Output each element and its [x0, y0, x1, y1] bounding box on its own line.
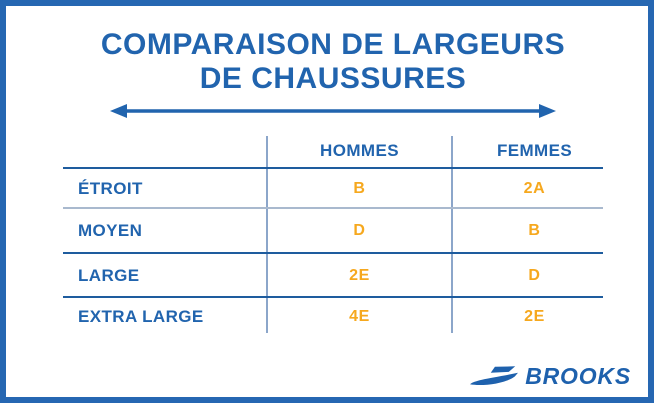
page-title-line1: COMPARAISON DE LARGEURS	[100, 28, 566, 61]
page-title: COMPARAISON DE LARGEURS DE CHAUSSURES	[6, 28, 648, 96]
value-extra-large-femmes: 2E	[524, 308, 545, 325]
double-arrow-icon	[110, 104, 556, 118]
row-separator-2	[63, 252, 603, 254]
header-separator	[63, 167, 603, 169]
page-title-line2: DE CHAUSSURES	[199, 62, 467, 95]
column-header-femmes: FEMMES	[496, 141, 573, 160]
value-etroit-femmes: 2A	[523, 179, 546, 197]
row-label-extra-large: EXTRA LARGE	[78, 307, 204, 326]
brooks-swoosh-icon	[470, 366, 519, 386]
value-extra-large-hommes: 4E	[349, 308, 370, 325]
value-etroit-hommes: B	[353, 179, 366, 197]
value-large-femmes: D	[528, 266, 541, 284]
value-large-hommes: 2E	[349, 266, 370, 284]
row-separator-3	[63, 296, 603, 298]
column-separator-2	[451, 136, 453, 333]
column-separator-1	[266, 136, 268, 333]
row-label-moyen: MOYEN	[78, 221, 143, 240]
row-label-large: LARGE	[78, 265, 140, 285]
row-separator-1	[63, 207, 603, 209]
brand-name: BROOKS	[525, 363, 631, 389]
column-header-hommes: HOMMES	[320, 141, 399, 160]
brand-logo: BROOKS	[470, 361, 631, 391]
value-moyen-hommes: D	[353, 222, 366, 239]
value-moyen-femmes: B	[528, 222, 541, 239]
row-label-etroit: ÉTROIT	[78, 178, 143, 198]
